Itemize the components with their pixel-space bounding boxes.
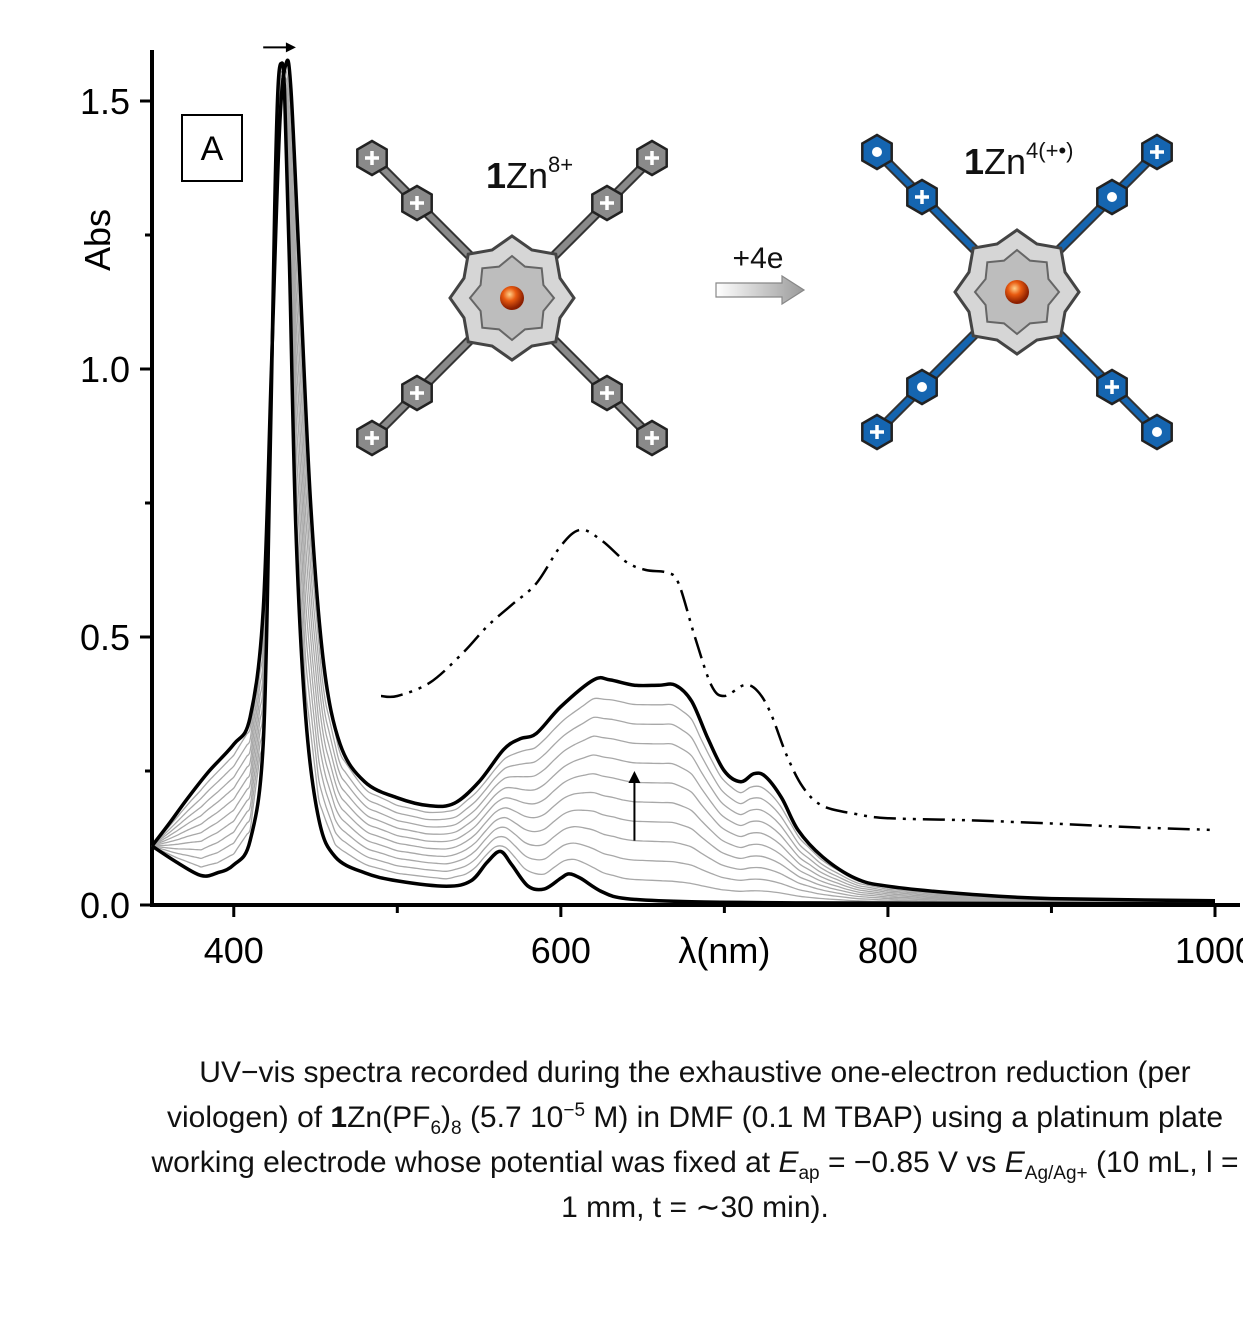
right-radical-dot: [1107, 192, 1117, 202]
figure-caption: UV−vis spectra recorded during the exhau…: [150, 1050, 1240, 1230]
y-tick-label: 0.0: [80, 885, 130, 926]
caption-text-1: UV−vis spectra recorded during the exhau…: [166, 1056, 1191, 1134]
caption-sub-8: 8: [451, 1118, 462, 1139]
x-tick-label: 600: [531, 930, 591, 971]
caption-text-2: (5.7 10: [461, 1101, 564, 1134]
intermediate-spectrum: [151, 82, 1212, 903]
left-zinc-atom: [500, 286, 524, 310]
increase-arrow-head: [628, 771, 641, 783]
caption-exponent: −5: [563, 1100, 586, 1121]
left-molecule-label: 1Zn8+: [486, 152, 573, 196]
right-radical-dot: [917, 382, 927, 392]
right-molecule: [861, 133, 1173, 451]
reduction-arrow: [715, 274, 806, 306]
y-tick-label: 0.5: [80, 617, 130, 658]
molecule-inset: 1Zn8+ 1Zn4(+•) +4e: [356, 133, 1173, 457]
intermediate-spectrum: [151, 86, 1212, 903]
right-radical-dot: [1152, 427, 1162, 437]
annotations: [263, 42, 641, 841]
caption-e-ap: E: [778, 1146, 799, 1179]
intermediate-spectrum: [151, 84, 1212, 904]
spectra-curves: [150, 58, 1216, 906]
caption-e-ref-sub: Ag/Ag+: [1024, 1163, 1088, 1184]
final-spectrum: [150, 58, 1216, 903]
right-zinc-atom: [1005, 280, 1029, 304]
axes: 0.0 0.5 1.0 1.5 400 600 800 1000 λ(nm) Abs A: [77, 50, 1243, 971]
x-axis-label: λ(nm): [678, 930, 770, 971]
panel-label-box: [181, 114, 243, 182]
x-tick-label: 400: [204, 930, 264, 971]
x-tick-label: 800: [858, 930, 918, 971]
panel-label: A: [201, 130, 224, 168]
caption-e-ref: E: [1004, 1146, 1025, 1179]
reaction-label: +4e: [733, 242, 784, 275]
caption-e-ap-sub: ap: [798, 1163, 820, 1184]
caption-sub-6: 6: [430, 1118, 442, 1139]
y-tick-label: 1.0: [80, 349, 130, 390]
right-radical-dot: [872, 147, 882, 157]
caption-text-5: (10 mL, l = 1 mm, t = ∼30 min).: [561, 1146, 1239, 1224]
uv-vis-chart: 0.0 0.5 1.0 1.5 400 600 800 1000 λ(nm) Abs A 1Zn8+…: [77, 42, 1243, 971]
intermediate-spectrum: [151, 77, 1212, 904]
y-axis-label: Abs: [77, 209, 118, 271]
initial-spectrum: [151, 61, 1216, 906]
left-molecule: [356, 139, 668, 457]
caption-compound-rest: Zn(PF: [347, 1101, 431, 1134]
caption-text-3: M) in DMF (0.1 M TBAP) using a platinum …: [151, 1101, 1224, 1179]
right-molecule-label: 1Zn4(+•): [964, 138, 1073, 182]
y-tick-label: 1.5: [80, 81, 130, 122]
intermediate-spectrum: [151, 86, 1212, 903]
shift-arrow-head: [285, 42, 296, 53]
intermediate-spectrum: [151, 81, 1212, 904]
caption-close-paren: ): [441, 1101, 452, 1134]
caption-compound-number: 1: [330, 1101, 348, 1134]
reference-spectrum: [380, 528, 1216, 832]
caption-text-4: = −0.85 V vs: [819, 1146, 1005, 1179]
x-tick-label: 1000: [1175, 930, 1243, 971]
